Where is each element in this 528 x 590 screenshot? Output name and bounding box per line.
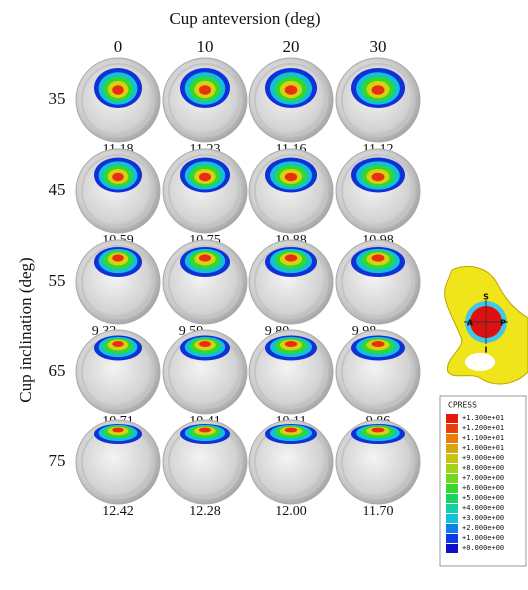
pressure-contour (199, 173, 211, 181)
pressure-contour (112, 85, 124, 95)
inset-label: I (485, 346, 488, 355)
cup-plot (336, 420, 420, 504)
cup-plot (249, 330, 333, 414)
cup-plot (249, 240, 333, 324)
row-title: Cup inclination (deg) (16, 257, 35, 402)
legend-label: +3.000e+00 (462, 514, 504, 522)
legend-label: +6.000e+00 (462, 484, 504, 492)
inset-label: A (467, 319, 474, 328)
pelvis-inset (445, 266, 528, 383)
peak-pressure: 12.42 (102, 504, 134, 519)
pressure-contour (112, 341, 124, 347)
row-label: 75 (49, 451, 66, 470)
legend-title: CPRESS (448, 401, 477, 410)
legend-label: +1.000e+01 (462, 444, 504, 452)
figure: Cup anteversion (deg) Cup inclination (d… (0, 0, 528, 590)
legend-swatch (446, 484, 458, 493)
pressure-contour (112, 428, 124, 433)
legend-swatch (446, 454, 458, 463)
cup-plot (163, 58, 247, 142)
legend-swatch (446, 474, 458, 483)
pressure-contour (372, 173, 385, 181)
pressure-contour (372, 85, 385, 95)
column-title: Cup anteversion (deg) (169, 9, 320, 28)
legend-label: +7.000e+00 (462, 474, 504, 482)
legend-label: +5.000e+00 (462, 494, 504, 502)
peak-pressure: 11.70 (363, 504, 394, 519)
legend-label: +8.000e+00 (462, 464, 504, 472)
pressure-contour (112, 173, 124, 181)
column-label: 20 (283, 37, 300, 56)
pressure-contour (372, 341, 385, 347)
inset-label: P (500, 319, 506, 328)
cup-plot (249, 420, 333, 504)
legend-swatch (446, 464, 458, 473)
column-label: 10 (197, 37, 214, 56)
peak-pressure: 12.00 (275, 504, 307, 519)
cup-plot (336, 58, 420, 142)
legend-label: +1.300e+01 (462, 414, 504, 422)
cup-plot (249, 149, 333, 233)
pressure-contour (372, 254, 385, 261)
pressure-contour (199, 341, 211, 347)
row-label: 55 (49, 271, 66, 290)
legend-swatch (446, 494, 458, 503)
legend-label: +0.000e+00 (462, 544, 504, 552)
cup-plot (76, 330, 160, 414)
legend-swatch (446, 544, 458, 553)
cup-plot (76, 149, 160, 233)
legend-label: +1.200e+01 (462, 424, 504, 432)
row-label: 45 (49, 180, 66, 199)
pressure-contour (285, 428, 297, 433)
legend-swatch (446, 434, 458, 443)
cup-plot (336, 149, 420, 233)
row-label: 35 (49, 89, 66, 108)
cup-plot (163, 420, 247, 504)
legend-label: +2.000e+00 (462, 524, 504, 532)
peak-pressure: 12.28 (189, 504, 221, 519)
pressure-contour (199, 428, 211, 433)
pressure-contour (285, 341, 297, 347)
legend-label: +1.000e+00 (462, 534, 504, 542)
pressure-contour (285, 85, 297, 95)
legend-label: +4.000e+00 (462, 504, 504, 512)
legend-swatch (446, 524, 458, 533)
cup-plot (163, 149, 247, 233)
legend-swatch (446, 534, 458, 543)
cup-plot (76, 420, 160, 504)
pressure-contour (285, 173, 297, 181)
legend-swatch (446, 504, 458, 513)
cup-plot (249, 58, 333, 142)
pressure-contour (372, 428, 385, 433)
legend-label: +9.000e+00 (462, 454, 504, 462)
cup-plot (336, 330, 420, 414)
cup-plot (163, 330, 247, 414)
legend-label: +1.100e+01 (462, 434, 504, 442)
cup-plot (76, 240, 160, 324)
legend-swatch (446, 514, 458, 523)
row-label: 65 (49, 361, 66, 380)
cup-plot (336, 240, 420, 324)
pressure-contour (112, 254, 124, 261)
cup-plot (76, 58, 160, 142)
legend-swatch (446, 444, 458, 453)
pressure-contour (285, 254, 297, 261)
legend-swatch (446, 414, 458, 423)
legend-swatch (446, 424, 458, 433)
column-label: 0 (114, 37, 123, 56)
pressure-contour (199, 254, 211, 261)
cup-plot (163, 240, 247, 324)
pressure-contour (199, 85, 211, 95)
inset-label: S (483, 293, 489, 302)
column-label: 30 (370, 37, 387, 56)
